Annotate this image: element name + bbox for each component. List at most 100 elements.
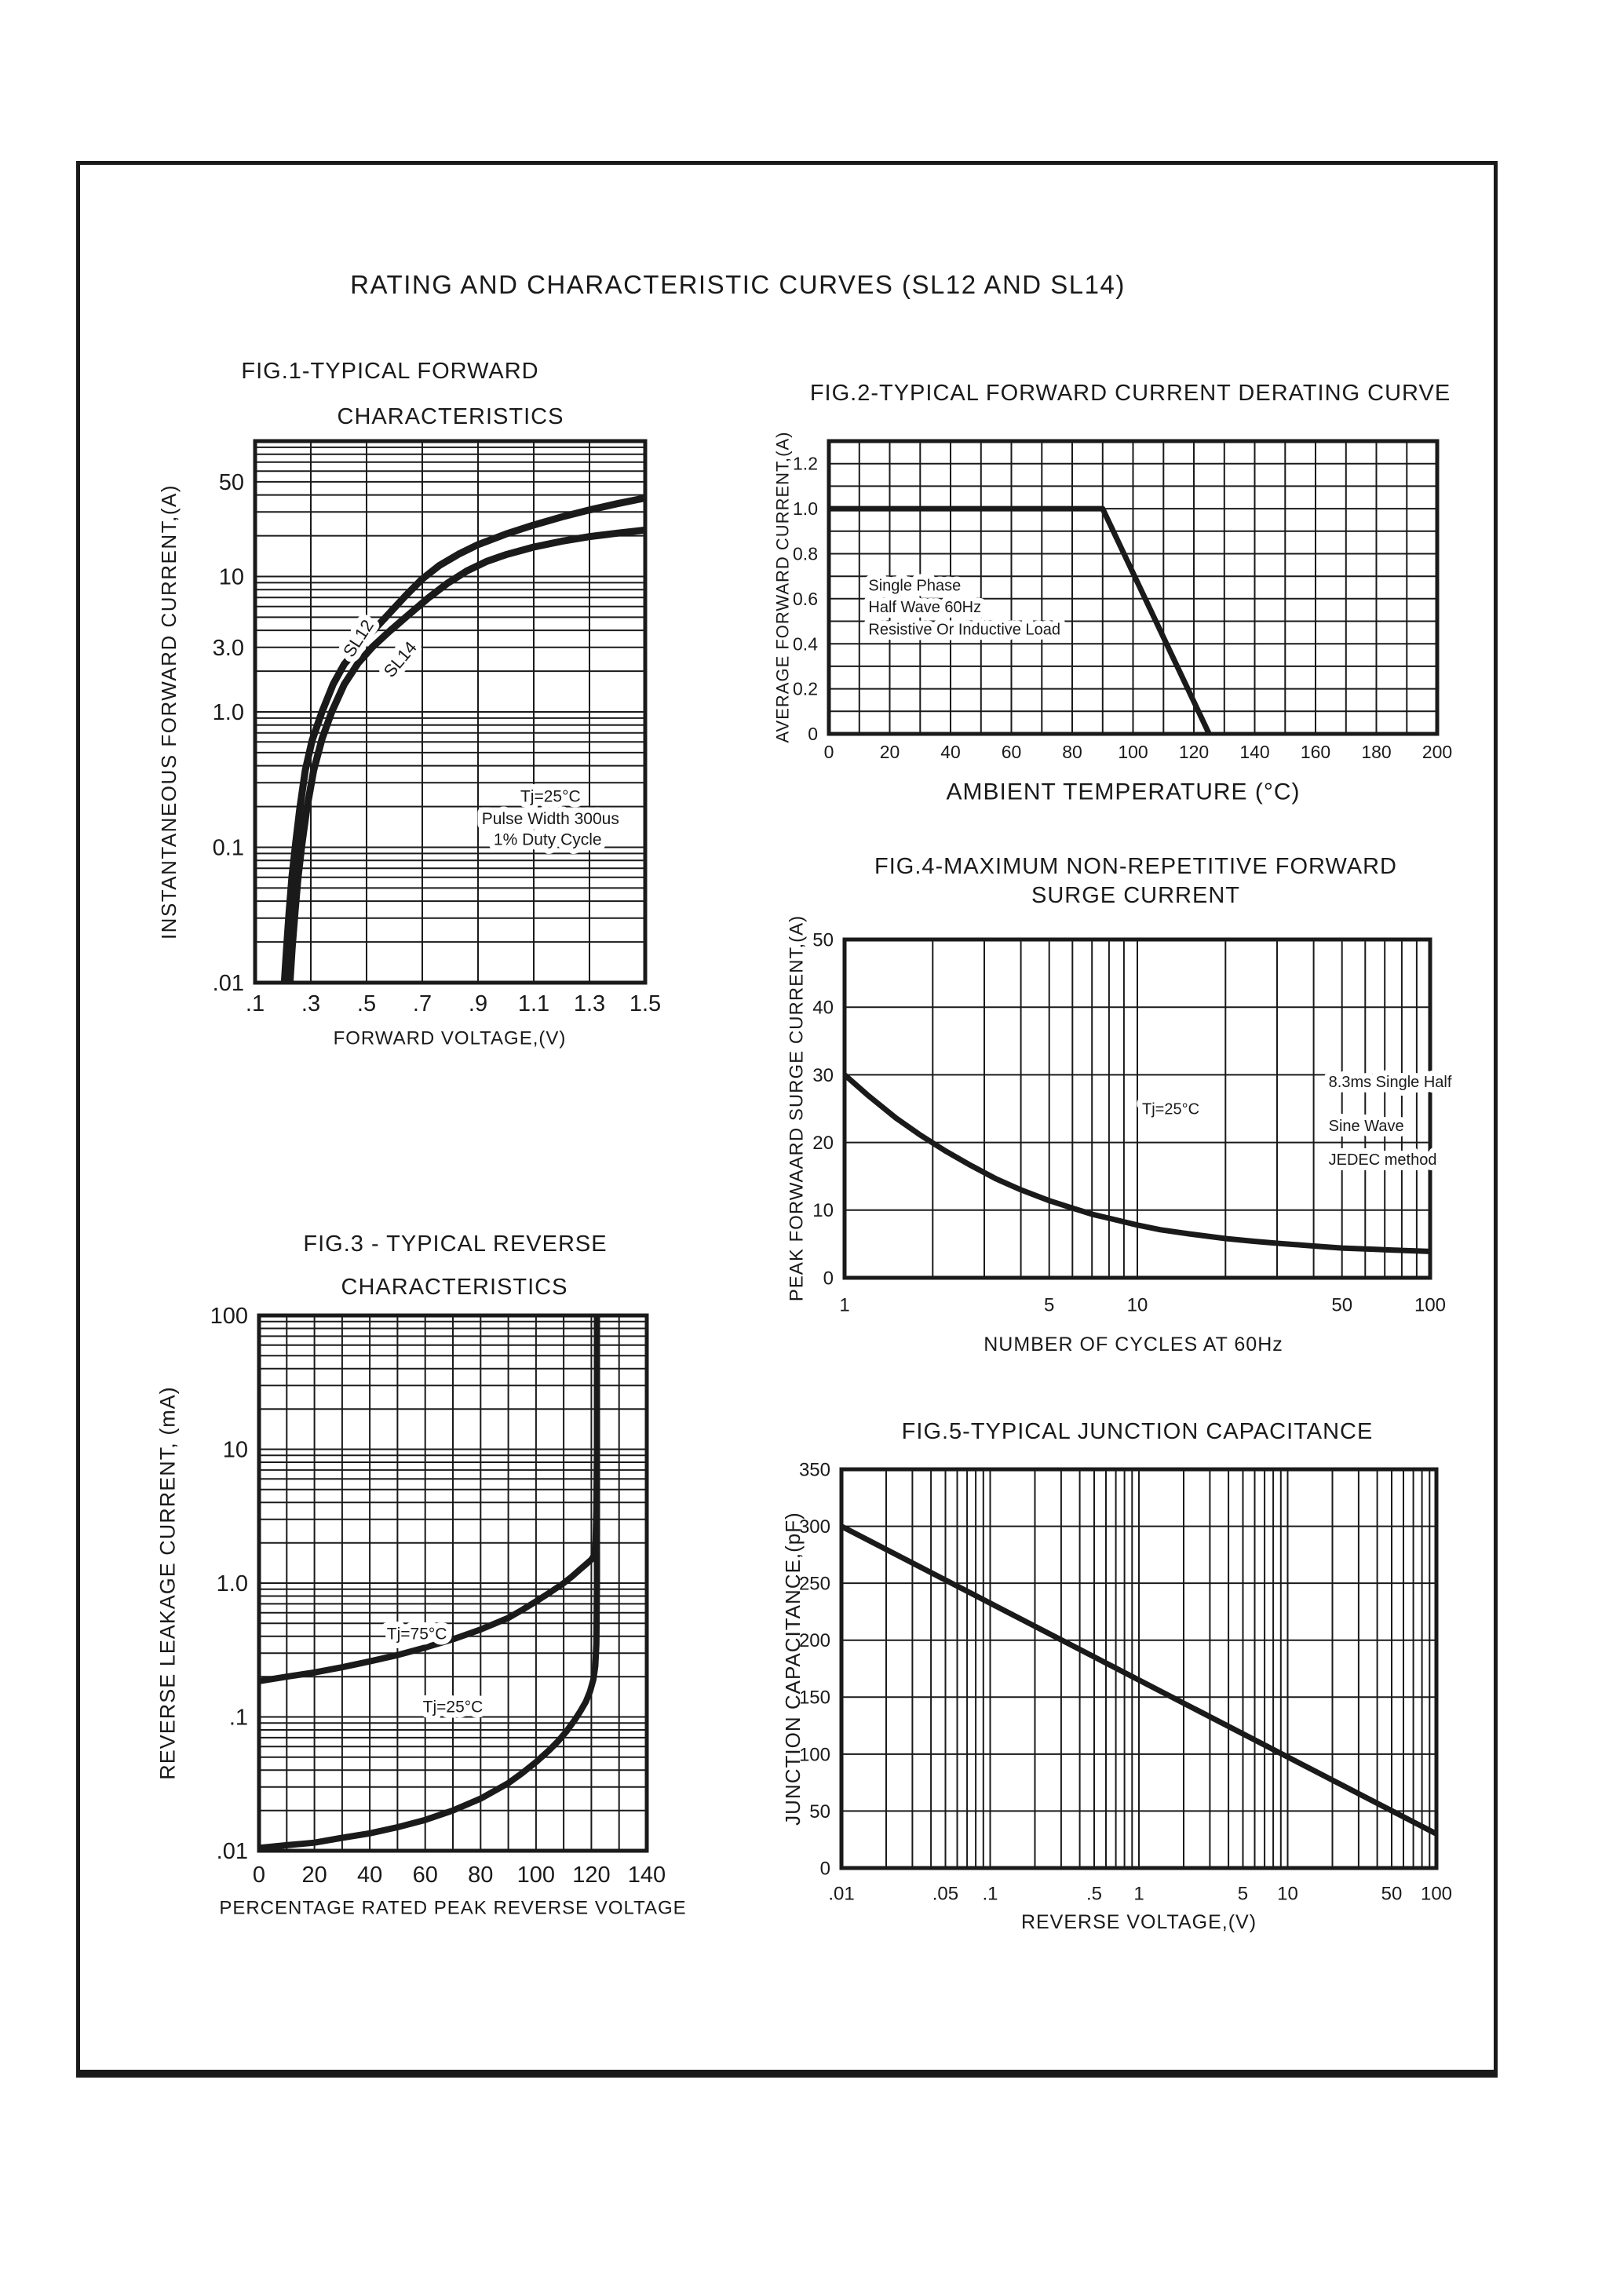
y-tick-label: 50 — [812, 929, 834, 950]
x-tick-label: .3 — [301, 991, 320, 1016]
page-title: RATING AND CHARACTERISTIC CURVES (SL12 A… — [350, 270, 1126, 299]
figure-title: FIG.4-MAXIMUM NON-REPETITIVE FORWARD — [874, 854, 1397, 879]
x-axis-title: FORWARD VOLTAGE,(V) — [334, 1027, 567, 1049]
figure-title: FIG.2-TYPICAL FORWARD CURRENT DERATING C… — [810, 381, 1451, 406]
x-tick-label: 200 — [1422, 742, 1452, 762]
figure-title: FIG.3 - TYPICAL REVERSE — [303, 1231, 607, 1257]
x-tick-label: 180 — [1361, 742, 1391, 762]
fig2: Single Phase Half Wave 60Hz Resistive Or I… — [773, 381, 1452, 805]
annotation: SL12 — [339, 616, 378, 661]
x-tick-label: 20 — [880, 742, 900, 762]
series-surge — [842, 1072, 1431, 1254]
annotation: Sine Wave — [1329, 1118, 1404, 1135]
y-tick-label: .01 — [217, 1839, 248, 1864]
y-tick-label: 10 — [219, 565, 244, 590]
y-tick-label: 50 — [809, 1801, 830, 1822]
x-tick-label: 40 — [357, 1863, 382, 1888]
y-tick-label: 1.0 — [793, 498, 818, 519]
x-tick-label: .5 — [357, 991, 376, 1016]
plot-border — [839, 1467, 1439, 1870]
figure-title: FIG.5-TYPICAL JUNCTION CAPACITANCE — [902, 1419, 1374, 1444]
y-tick-label: 30 — [812, 1065, 834, 1086]
x-tick-label: 60 — [1002, 742, 1022, 762]
x-tick-label: 1.1 — [518, 991, 549, 1016]
fig3: Tj=75°C Tj=25°C 100 10 1.0 .1 .010 20 40 60 80 100 1… — [155, 1231, 686, 1918]
x-tick-label: 1 — [1133, 1883, 1144, 1904]
x-tick-label: 0 — [824, 742, 834, 762]
y-tick-label: 20 — [812, 1133, 834, 1154]
y-tick-label: 40 — [812, 998, 834, 1019]
x-axis-title: AMBIENT TEMPERATURE (°C) — [946, 779, 1300, 805]
x-tick-label: 140 — [628, 1863, 666, 1888]
y-tick-label: 100 — [210, 1304, 248, 1329]
x-tick-label: 1.5 — [630, 991, 661, 1016]
figure-title: CHARACTERISTICS — [341, 1275, 568, 1300]
x-tick-label: 1.3 — [574, 991, 605, 1016]
annotation: Tj=25°C — [1142, 1101, 1199, 1118]
x-axis-title: PERCENTAGE RATED PEAK REVERSE VOLTAGE — [219, 1897, 686, 1918]
x-tick-label: 5 — [1044, 1294, 1054, 1315]
y-tick-label: 150 — [799, 1688, 830, 1709]
annotation: 8.3ms Single Half — [1329, 1074, 1452, 1091]
y-tick-label: 250 — [799, 1574, 830, 1595]
x-tick-label: 160 — [1301, 742, 1330, 762]
y-tick-label: 1.2 — [793, 454, 818, 474]
y-tick-label: 0 — [820, 1858, 830, 1879]
x-tick-label: 40 — [940, 742, 961, 762]
plot-border — [253, 439, 648, 985]
y-tick-label: 0.6 — [793, 589, 818, 609]
x-tick-label: 50 — [1331, 1294, 1352, 1315]
y-axis-title: PEAK FORWAARD SURGE CURRENT,(A) — [786, 915, 807, 1301]
x-tick-label: .9 — [469, 991, 487, 1016]
y-tick-label: 0.4 — [793, 633, 818, 654]
x-tick-label: 100 — [1118, 742, 1148, 762]
page-border — [76, 161, 1498, 2078]
x-tick-label: .05 — [932, 1883, 958, 1904]
figure-title: SURGE CURRENT — [1031, 883, 1240, 908]
fig1: SL12 SL14 Tj=25°C Pulse Width 300us 1% Duty … — [157, 359, 661, 1049]
x-tick-label: 1 — [839, 1294, 849, 1315]
annotation: Tj=25°C — [520, 787, 581, 805]
annotation: Pulse Width 300us — [482, 810, 619, 828]
x-tick-label: .01 — [828, 1883, 854, 1904]
y-tick-label: 50 — [219, 470, 244, 495]
figure-title: CHARACTERISTICS — [338, 404, 564, 429]
x-tick-label: 120 — [1179, 742, 1209, 762]
fig4: Tj=25°C 8.3ms Single Half Sine Wave JEDEC m… — [786, 854, 1457, 1355]
x-axis-title: REVERSE VOLTAGE,(V) — [1021, 1911, 1257, 1933]
annotation: Single Phase — [868, 578, 961, 595]
annotation: Tj=75°C — [387, 1625, 447, 1644]
x-tick-label: 80 — [468, 1863, 493, 1888]
x-tick-label: 0 — [253, 1863, 265, 1888]
y-tick-label: 0.1 — [213, 836, 244, 861]
plot-border — [842, 937, 1432, 1280]
y-tick-label: 1.0 — [217, 1571, 248, 1596]
x-tick-label: 20 — [301, 1863, 327, 1888]
x-tick-label: 5 — [1238, 1883, 1248, 1904]
x-tick-label: .7 — [413, 991, 432, 1016]
y-tick-label: 10 — [223, 1438, 248, 1463]
annotation: SL14 — [380, 637, 421, 680]
x-tick-label: 140 — [1239, 742, 1269, 762]
y-tick-label: 100 — [799, 1744, 830, 1765]
x-tick-label: 10 — [1127, 1294, 1148, 1315]
y-tick-label: 300 — [799, 1516, 830, 1538]
y-tick-label: .1 — [229, 1706, 248, 1731]
x-tick-label: 120 — [572, 1863, 610, 1888]
fig5: 350 300 250 200 150 100 50 0 .01 .05 .1 .5 1 5 10 50 100… — [781, 1419, 1452, 1933]
x-tick-label: 10 — [1277, 1883, 1298, 1904]
y-tick-label: 0 — [823, 1268, 834, 1289]
x-tick-label: 100 — [1421, 1883, 1452, 1904]
x-tick-label: .5 — [1086, 1883, 1102, 1904]
plot-border — [827, 439, 1440, 736]
x-tick-label: .1 — [246, 991, 265, 1016]
x-tick-label: 60 — [413, 1863, 438, 1888]
y-tick-label: 0 — [808, 724, 818, 744]
x-tick-label: 100 — [1414, 1294, 1446, 1315]
y-tick-label: 1.0 — [213, 700, 244, 725]
figure-title: FIG.1-TYPICAL FORWARD — [241, 359, 538, 384]
y-tick-label: 3.0 — [213, 636, 244, 661]
y-tick-label: .01 — [213, 971, 244, 996]
